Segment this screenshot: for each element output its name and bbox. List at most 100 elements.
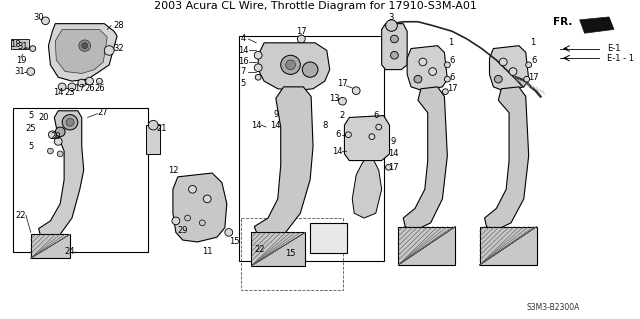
- Text: 5: 5: [28, 142, 33, 151]
- Circle shape: [62, 115, 78, 130]
- Text: 28: 28: [114, 21, 124, 30]
- Circle shape: [499, 58, 507, 66]
- Circle shape: [285, 60, 296, 70]
- Text: 18: 18: [10, 40, 20, 49]
- Circle shape: [68, 83, 76, 91]
- Text: 14: 14: [238, 46, 249, 55]
- Text: 11: 11: [202, 247, 212, 256]
- Text: 6: 6: [335, 130, 340, 139]
- Circle shape: [419, 58, 427, 66]
- Text: 3: 3: [388, 13, 394, 22]
- Circle shape: [509, 68, 517, 75]
- Circle shape: [255, 74, 261, 80]
- Text: 20: 20: [50, 132, 61, 141]
- Text: 5: 5: [241, 79, 246, 88]
- Circle shape: [27, 68, 35, 75]
- Circle shape: [444, 62, 451, 68]
- Polygon shape: [580, 17, 614, 33]
- Text: 26: 26: [84, 84, 95, 93]
- Text: 21: 21: [156, 124, 166, 133]
- Circle shape: [172, 217, 180, 225]
- Text: 31: 31: [15, 67, 26, 76]
- Circle shape: [254, 64, 262, 71]
- Bar: [252, 233, 305, 266]
- Circle shape: [58, 83, 66, 91]
- Circle shape: [524, 76, 530, 82]
- Circle shape: [429, 68, 436, 75]
- Bar: [147, 125, 160, 154]
- Circle shape: [352, 87, 360, 94]
- Text: 6: 6: [449, 73, 455, 82]
- Text: 6: 6: [449, 56, 455, 64]
- Bar: [480, 226, 536, 265]
- Text: 14: 14: [53, 88, 63, 97]
- Text: 1: 1: [447, 38, 453, 47]
- Bar: [13, 108, 148, 252]
- Circle shape: [30, 46, 36, 51]
- Circle shape: [385, 20, 397, 31]
- Circle shape: [302, 62, 318, 77]
- Bar: [31, 234, 70, 258]
- Polygon shape: [254, 87, 313, 240]
- Text: 30: 30: [33, 13, 44, 22]
- Circle shape: [54, 137, 62, 145]
- Text: 20: 20: [38, 113, 49, 122]
- Text: 5: 5: [28, 111, 33, 120]
- Circle shape: [200, 220, 205, 226]
- Circle shape: [78, 79, 86, 87]
- Text: 31: 31: [18, 42, 28, 51]
- Circle shape: [390, 35, 398, 43]
- Polygon shape: [407, 46, 447, 91]
- Circle shape: [414, 75, 422, 83]
- Circle shape: [55, 127, 65, 137]
- Circle shape: [346, 132, 351, 137]
- Text: 13: 13: [330, 94, 340, 103]
- Text: 19: 19: [16, 56, 26, 64]
- Polygon shape: [484, 87, 529, 231]
- Text: 17: 17: [447, 84, 458, 93]
- Polygon shape: [352, 160, 381, 218]
- Text: 16: 16: [238, 57, 249, 66]
- Text: FR.: FR.: [554, 17, 573, 27]
- Polygon shape: [490, 46, 529, 91]
- Text: 14: 14: [388, 149, 399, 158]
- Text: 22: 22: [255, 245, 266, 254]
- Text: 6: 6: [531, 56, 536, 64]
- Circle shape: [204, 195, 211, 203]
- Text: 27: 27: [97, 108, 108, 117]
- Text: 15: 15: [229, 237, 240, 247]
- Text: 17: 17: [296, 27, 307, 36]
- Polygon shape: [55, 29, 108, 73]
- Circle shape: [225, 228, 233, 236]
- Circle shape: [298, 35, 305, 43]
- Text: 15: 15: [285, 249, 296, 258]
- Circle shape: [148, 120, 158, 130]
- Polygon shape: [381, 24, 407, 70]
- Circle shape: [376, 124, 381, 130]
- Text: 26: 26: [94, 84, 105, 93]
- Text: 9: 9: [273, 110, 278, 119]
- Text: 14: 14: [332, 146, 343, 155]
- Text: 17: 17: [337, 79, 348, 88]
- Text: 4: 4: [241, 34, 246, 43]
- Text: 12: 12: [168, 166, 178, 175]
- Text: 17: 17: [528, 73, 539, 82]
- Title: 2003 Acura CL Wire, Throttle Diagram for 17910-S3M-A01: 2003 Acura CL Wire, Throttle Diagram for…: [154, 1, 476, 11]
- Polygon shape: [49, 24, 117, 81]
- Text: 14: 14: [271, 121, 281, 130]
- Text: 25: 25: [26, 124, 36, 133]
- Text: 17: 17: [74, 84, 85, 93]
- Bar: [310, 223, 348, 254]
- Circle shape: [281, 55, 300, 74]
- Text: 29: 29: [177, 226, 188, 235]
- Text: 32: 32: [114, 44, 124, 53]
- Circle shape: [42, 17, 49, 25]
- Circle shape: [49, 131, 56, 138]
- Circle shape: [254, 51, 262, 59]
- Text: 7: 7: [241, 67, 246, 76]
- Circle shape: [442, 89, 449, 94]
- Circle shape: [97, 78, 102, 84]
- Circle shape: [47, 148, 53, 154]
- Circle shape: [82, 43, 88, 48]
- Circle shape: [79, 40, 91, 51]
